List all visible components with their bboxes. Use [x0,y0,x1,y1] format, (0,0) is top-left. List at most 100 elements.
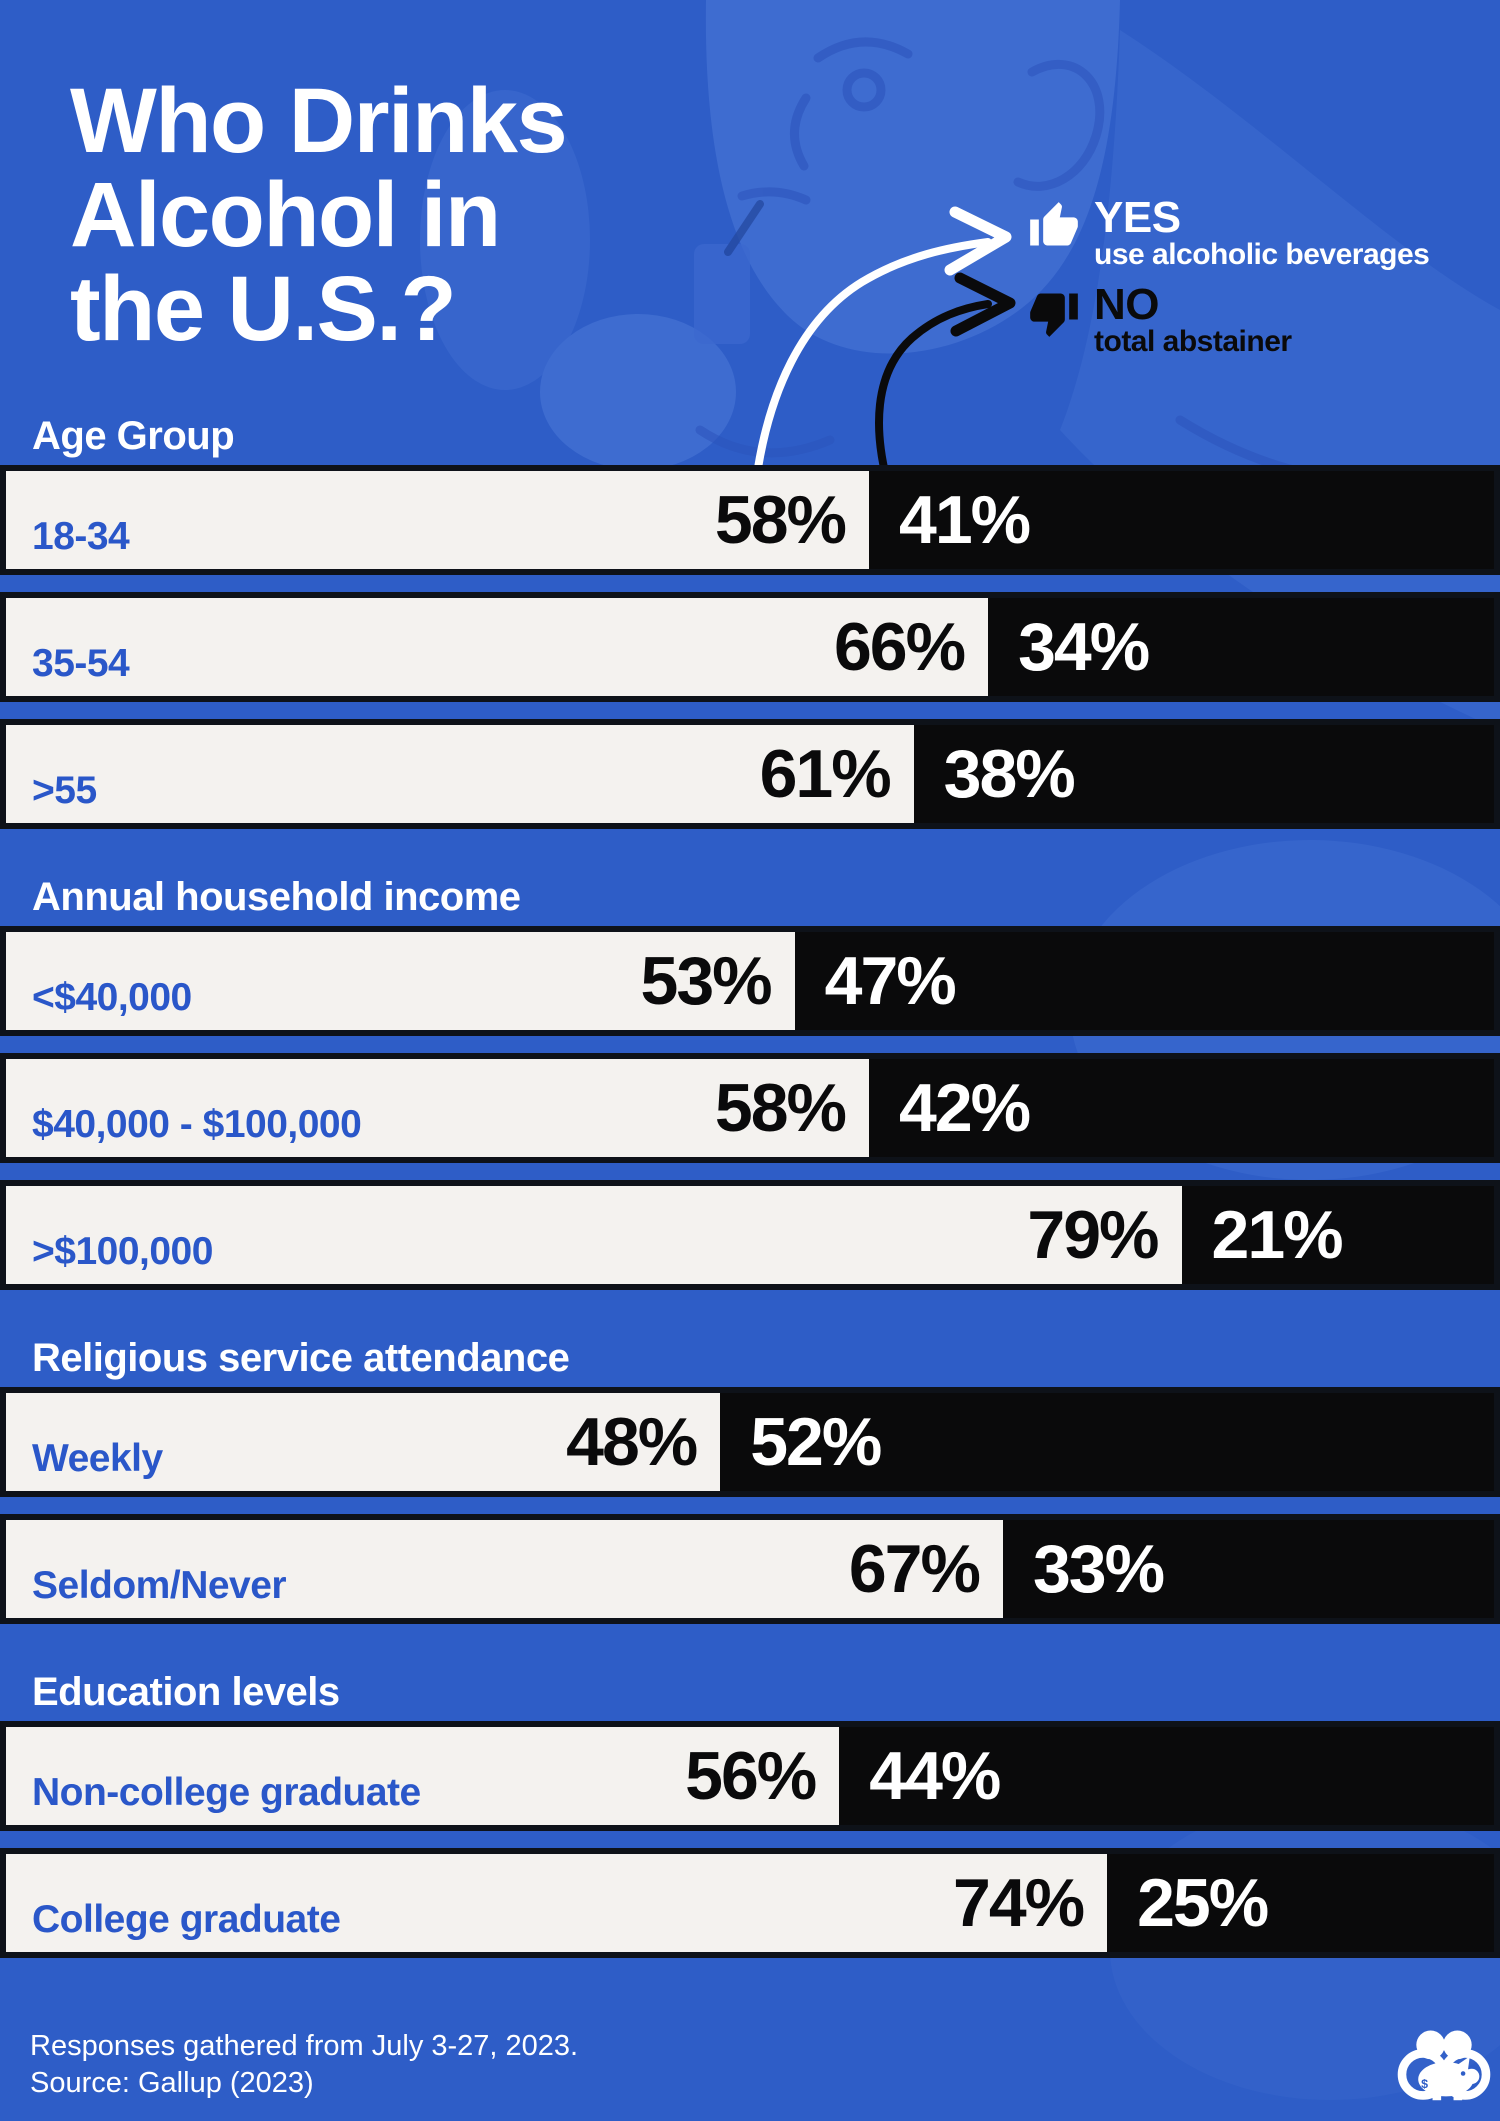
row-category-label: Weekly [32,1437,163,1480]
row-category-label: Non-college graduate [32,1771,421,1814]
row-category-label: Seldom/Never [32,1564,287,1607]
no-percent-label: 42% [899,1070,1031,1146]
no-percent-label: 47% [824,943,957,1019]
ear-line [1013,59,1105,191]
bar-segment-no: 25% [1107,1854,1494,1952]
yes-percent-label: 58% [714,1070,847,1146]
row-category-label: 35-54 [32,642,130,685]
visual-capitalist-logo: $ [1397,2030,1491,2101]
yes-percent-label: 67% [848,1531,981,1607]
bar-segment-yes: 67% [6,1520,1003,1618]
row-category-label: College graduate [32,1898,341,1941]
legend-item-no: NO total abstainer [1028,280,1429,359]
thumbs-down-icon [1030,293,1078,337]
chart-section: Religious service attendance 48% 52% Wee… [0,1335,1500,1624]
bar-segment-no: 33% [1002,1520,1494,1618]
bar-segment-yes: 58% [6,1059,870,1157]
bar-segment-no: 42% [869,1059,1494,1157]
footer-note: Responses gathered from July 3-27, 2023. [30,2030,579,2062]
bar-row: 53% 47% <$40,000 [0,926,1500,1036]
legend: YES use alcoholic beverages NO total abs… [1028,193,1430,372]
row-category-label: >$100,000 [32,1230,213,1273]
yes-percent-label: 53% [640,943,773,1019]
mouth-line [737,187,811,205]
no-percent-label: 52% [750,1404,882,1480]
bar-row: 66% 34% 35-54 [0,592,1500,702]
title-line: the U.S.? [70,258,457,360]
bar-row: 74% 25% College graduate [0,1848,1500,1958]
bar-segment-no: 52% [720,1393,1494,1491]
bar-segment-yes: 66% [6,598,989,696]
no-percent-label: 21% [1211,1197,1344,1273]
bar-row: 58% 42% $40,000 - $100,000 [0,1053,1500,1163]
no-percent-label: 33% [1032,1531,1165,1607]
bar-row: 79% 21% >$100,000 [0,1180,1500,1290]
bottle-shape [420,90,590,390]
footer-source: Source: Gallup (2023) [30,2067,314,2099]
section-rows: 53% 47% <$40,000 58% 42% $40,000 - $100,… [0,926,1500,1290]
legend-no-sublabel: total abstainer [1094,325,1292,358]
yes-percent-label: 58% [714,482,847,558]
bar-segment-yes: 56% [6,1727,840,1825]
bar-row: 56% 44% Non-college graduate [0,1721,1500,1831]
hand-shape [540,314,736,470]
bar-segment-no: 44% [839,1727,1494,1825]
chart-sections: Age Group 58% 41% 18-34 66% 34% 35-54 61… [0,413,1500,2003]
no-percent-label: 44% [869,1738,1001,1814]
nose-line [790,93,811,171]
glass-shape [694,244,750,344]
section-heading: Education levels [32,1670,340,1714]
bar-segment-yes: 53% [6,932,795,1030]
title-line: Alcohol in [70,164,501,266]
section-heading: Annual household income [32,875,521,919]
section-rows: 58% 41% 18-34 66% 34% 35-54 61% 38% >55 [0,465,1500,829]
straw-line [724,200,764,256]
title-line: Who Drinks [70,70,568,172]
yes-percent-label: 66% [833,609,966,685]
no-percent-label: 34% [1018,609,1150,685]
bar-segment-no: 34% [988,598,1494,696]
eye-line [842,68,886,112]
yes-percent-label: 74% [953,1865,1085,1941]
row-category-label: >55 [32,769,97,812]
svg-text:$: $ [1421,2077,1428,2091]
chart-section: Education levels 56% 44% Non-college gra… [0,1669,1500,1958]
page-title: Who Drinks Alcohol in the U.S.? [70,70,568,360]
section-rows: 56% 44% Non-college graduate 74% 25% Col… [0,1721,1500,1958]
bar-segment-yes: 61% [6,725,914,823]
bar-segment-no: 38% [913,725,1494,823]
bar-segment-no: 47% [794,932,1494,1030]
row-category-label: $40,000 - $100,000 [32,1103,362,1146]
chart-section: Age Group 58% 41% 18-34 66% 34% 35-54 61… [0,413,1500,829]
piggy-bank-icon: $ [1418,2056,1480,2101]
bar-segment-yes: 58% [6,471,870,569]
bar-row: 58% 41% 18-34 [0,465,1500,575]
no-percent-label: 41% [899,482,1031,558]
thumbs-up-icon [1030,202,1078,246]
bar-row: 67% 33% Seldom/Never [0,1514,1500,1624]
yes-percent-label: 56% [685,1738,817,1814]
bar-segment-yes: 79% [6,1186,1182,1284]
legend-no-label: NO [1094,280,1159,329]
yes-percent-label: 61% [759,736,892,812]
bar-row: 61% 38% >55 [0,719,1500,829]
eyebrow-line [813,37,913,63]
bar-segment-no: 21% [1181,1186,1494,1284]
yes-percent-label: 79% [1027,1197,1159,1273]
bar-segment-yes: 48% [6,1393,721,1491]
row-category-label: <$40,000 [32,976,192,1019]
row-category-label: 18-34 [32,515,130,558]
section-heading: Religious service attendance [32,1336,570,1380]
section-rows: 48% 52% Weekly 67% 33% Seldom/Never [0,1387,1500,1624]
bar-row: 48% 52% Weekly [0,1387,1500,1497]
bar-segment-no: 41% [869,471,1494,569]
legend-item-yes: YES use alcoholic beverages [1028,193,1430,272]
legend-yes-label: YES [1094,193,1181,242]
section-heading: Age Group [32,414,235,458]
legend-yes-sublabel: use alcoholic beverages [1094,238,1430,271]
chart-section: Annual household income 53% 47% <$40,000… [0,874,1500,1290]
bar-segment-yes: 74% [6,1854,1108,1952]
footer: Responses gathered from July 3-27, 2023.… [30,2028,578,2102]
no-percent-label: 25% [1137,1865,1269,1941]
